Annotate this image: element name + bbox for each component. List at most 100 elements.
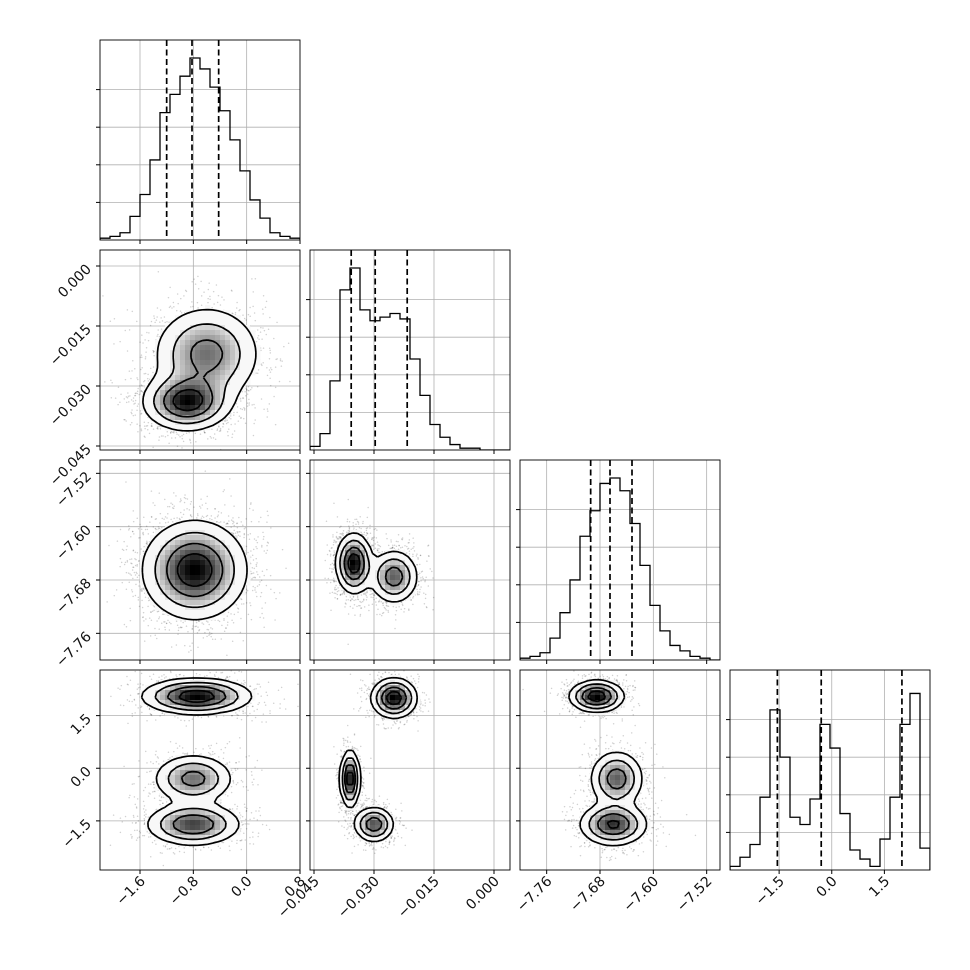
density-cell — [385, 570, 391, 576]
scatter-point — [119, 340, 121, 343]
scatter-point — [403, 607, 406, 610]
density-cell — [205, 795, 211, 801]
density-cell — [180, 345, 186, 351]
density-cell — [175, 400, 181, 406]
density-cell — [225, 320, 231, 326]
panel-frame — [99, 249, 301, 451]
density-cell — [205, 360, 211, 366]
density-cell — [245, 335, 251, 341]
density-cell — [165, 785, 171, 791]
density-cell — [225, 810, 231, 816]
scatter-point — [230, 769, 233, 771]
density-cell — [205, 595, 211, 601]
density-cell — [200, 695, 206, 701]
density-cell — [215, 575, 221, 581]
scatter-point — [207, 715, 209, 718]
scatter-point — [203, 430, 205, 432]
density-cell — [225, 555, 231, 561]
scatter-point — [414, 666, 416, 668]
density-cell — [180, 765, 186, 771]
scatter-point — [391, 668, 393, 670]
scatter-point — [343, 591, 345, 593]
scatter-point — [137, 707, 139, 709]
density-cell — [410, 685, 416, 691]
density-cell — [395, 570, 401, 576]
scatter-point — [352, 813, 354, 815]
scatter-point — [626, 690, 628, 693]
scatter-point — [577, 680, 580, 682]
scatter-point — [235, 403, 238, 405]
scatter-point — [353, 845, 356, 848]
scatter-point — [254, 576, 256, 578]
scatter-point — [563, 694, 565, 697]
density-cell — [635, 765, 641, 771]
density-cell — [225, 350, 231, 356]
scatter-point — [256, 595, 258, 598]
density-cell — [210, 400, 216, 406]
scatter-point — [163, 677, 166, 679]
scatter-point — [328, 549, 331, 552]
scatter-point — [341, 805, 344, 807]
density-cell — [395, 550, 401, 556]
scatter-point — [181, 516, 183, 518]
scatter-point — [111, 381, 113, 384]
scatter-point — [241, 408, 244, 411]
density-cell — [370, 555, 376, 561]
density-cell — [180, 545, 186, 551]
scatter-point — [148, 432, 151, 435]
density-cell — [235, 815, 241, 821]
scatter-point — [210, 849, 213, 851]
scatter-point — [226, 522, 228, 525]
scatter-point — [367, 537, 369, 539]
scatter-point — [229, 808, 231, 811]
density-cell — [600, 680, 606, 686]
density-cell — [150, 550, 156, 556]
density-cell — [245, 560, 251, 566]
scatter-point — [331, 567, 333, 570]
scatter-point — [171, 307, 173, 309]
density-cell — [195, 540, 201, 546]
density-cell — [180, 815, 186, 821]
scatter-point — [142, 550, 145, 553]
density-cell — [350, 805, 356, 811]
scatter-point — [153, 783, 155, 786]
scatter-point — [164, 628, 167, 631]
scatter-point — [283, 345, 285, 348]
scatter-point — [148, 617, 151, 619]
density-cell — [200, 815, 206, 821]
scatter-point — [134, 574, 137, 576]
scatter-point — [206, 508, 209, 510]
density-cell — [220, 705, 226, 711]
scatter-point — [244, 806, 246, 809]
density-cell — [220, 395, 226, 401]
density-cell — [250, 340, 256, 346]
density-cell — [175, 820, 181, 826]
scatter-point — [123, 563, 126, 566]
scatter-point — [230, 423, 232, 426]
scatter-point — [366, 532, 369, 535]
scatter-point — [363, 769, 365, 772]
density-cell — [385, 830, 391, 836]
contour-level — [338, 676, 419, 843]
density-cell — [215, 535, 221, 541]
density-cell — [210, 530, 216, 536]
scatter-point — [262, 327, 264, 329]
density-cell — [245, 350, 251, 356]
density-cell — [185, 550, 191, 556]
scatter-point — [399, 547, 402, 549]
scatter-point — [137, 403, 140, 405]
scatter-point — [227, 621, 229, 623]
scatter-point — [173, 853, 176, 855]
density-cell — [185, 790, 191, 796]
scatter-point — [333, 745, 335, 748]
density-cell — [155, 535, 161, 541]
scatter-point — [153, 350, 155, 353]
density-cell — [210, 335, 216, 341]
density-cell — [160, 775, 166, 781]
scatter-point — [138, 760, 140, 762]
density-cell — [150, 535, 156, 541]
scatter-point — [620, 706, 623, 708]
density-cell — [220, 525, 226, 531]
scatter-point — [255, 372, 257, 374]
scatter-point — [159, 512, 162, 515]
